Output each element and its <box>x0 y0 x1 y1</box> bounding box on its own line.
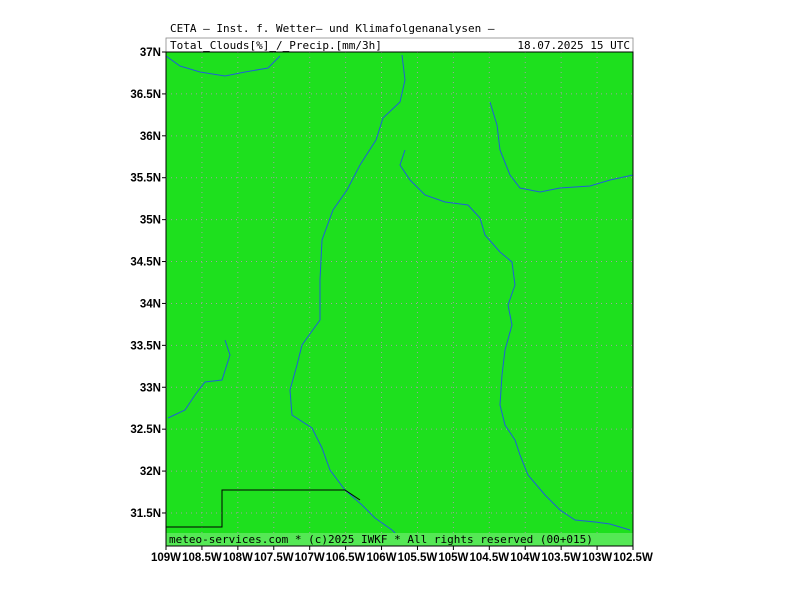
x-tick-label: 103.5W <box>541 552 581 564</box>
title: CETA — Inst. f. Wetter— und Klimafolgena… <box>170 22 495 35</box>
y-tick-label: 34N <box>140 298 161 310</box>
y-tick-label: 31.5N <box>130 508 161 520</box>
x-tick-label: 104.5W <box>469 552 509 564</box>
y-tick-label: 34.5N <box>130 257 161 269</box>
parameter: Total_Clouds[%]_/_Precip.[mm/3h] <box>170 39 382 52</box>
x-tick-label: 102.5W <box>613 552 653 564</box>
footer-strip <box>166 533 633 546</box>
y-tick-label: 33.5N <box>130 340 161 352</box>
y-tick-label: 35.5N <box>130 173 161 185</box>
x-tick-label: 105W <box>438 552 468 564</box>
ticks: 109W 108.5W 108W 107.5W 107W 106.5W 106W 105.5W… <box>130 47 653 564</box>
y-tick-label: 37N <box>140 47 161 59</box>
river <box>289 54 406 541</box>
x-tick-label: 107W <box>295 552 325 564</box>
y-tick-label: 32.5N <box>130 424 161 436</box>
river <box>167 339 231 419</box>
valid-time: 18.07.2025 15 UTC <box>517 39 630 52</box>
x-tick-label: 106.5W <box>326 552 366 564</box>
x-tick-label: 106W <box>367 552 397 564</box>
cloud-field <box>166 52 633 546</box>
x-tick-label: 108W <box>223 552 253 564</box>
frame <box>165 51 634 547</box>
x-tick-label: 103W <box>582 552 612 564</box>
x-tick-label: 107.5W <box>254 552 294 564</box>
y-tick-label: 36.5N <box>130 89 161 101</box>
river <box>165 55 281 77</box>
rivers <box>165 54 634 541</box>
river <box>489 101 634 193</box>
x-tick-label: 105.5W <box>398 552 438 564</box>
y-tick-label: 36N <box>140 131 161 143</box>
y-tick-label: 35N <box>140 215 161 227</box>
footer: meteo-services.com * (c)2025 IWKF * All … <box>169 533 593 546</box>
border <box>166 489 361 528</box>
x-tick-label: 109W <box>151 552 181 564</box>
x-tick-label: 108.5W <box>182 552 222 564</box>
river <box>399 149 631 531</box>
y-tick-label: 33N <box>140 382 161 394</box>
y-tick-label: 32N <box>140 466 161 478</box>
x-tick-label: 104W <box>510 552 540 564</box>
